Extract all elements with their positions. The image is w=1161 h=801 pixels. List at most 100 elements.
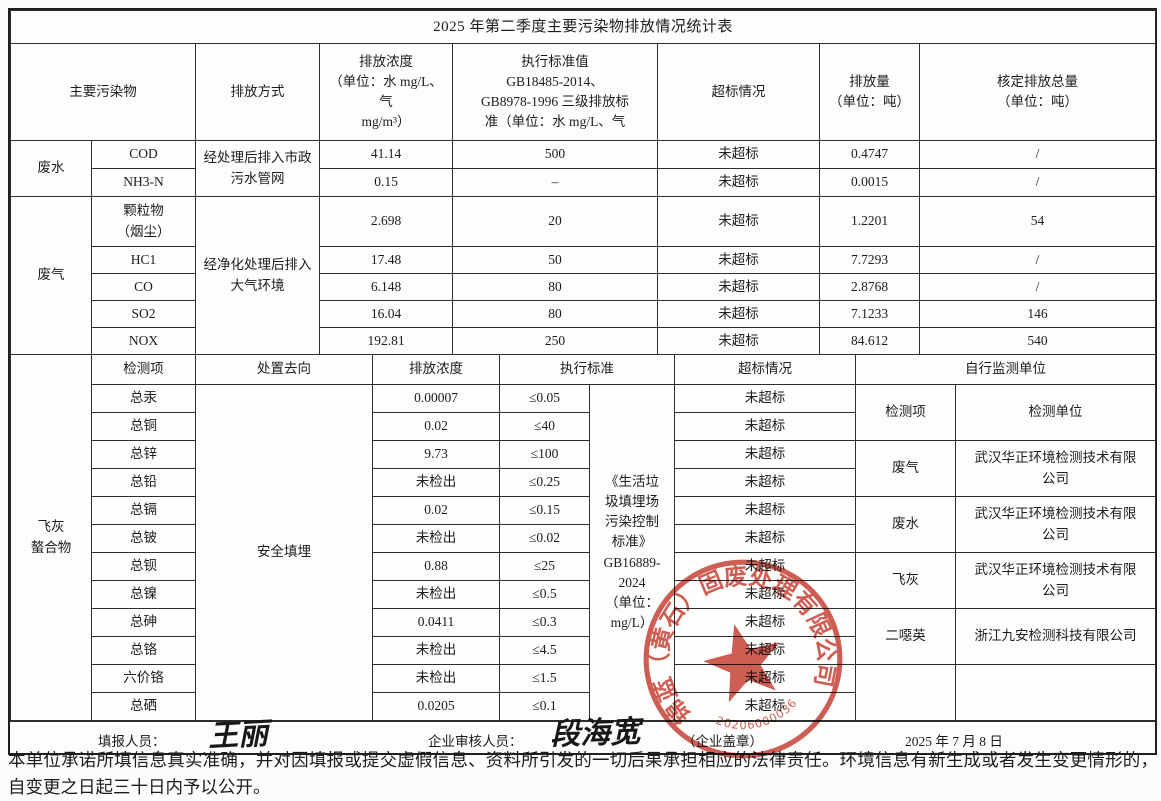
table-row: CO 6.148 80 未超标 2.8768 / (11, 273, 1157, 301)
status-cell: 未超标 (674, 636, 856, 665)
monitor-item-cell (855, 664, 956, 721)
filler-label: 填报人员： (98, 734, 166, 749)
amount-cell: 2.8768 (819, 273, 920, 301)
status-cell: 未超标 (674, 440, 856, 469)
title-row: 2025 年第二季度主要污染物排放情况统计表 (9, 10, 1157, 44)
pollutant-name-cell: SO2 (91, 300, 196, 328)
status-cell: 未超标 (674, 580, 856, 609)
approved-cell: / (918, 168, 1157, 197)
table-row: 总铍 未检出 ≤0.02 未超标 (11, 524, 1156, 553)
header-row: 主要污染物 排放方式 排放浓度 （单位：水 mg/L、气 mg/m³） 执行标准… (10, 43, 1157, 141)
table-row: 总砷 0.0411 ≤0.3 未超标 二噁英 浙江九安检测科技有限公司 (11, 608, 1156, 665)
table-row: HC1 17.48 50 未超标 7.7293 / (11, 246, 1157, 274)
status-cell: 未超标 (674, 664, 856, 693)
col-header-concentration: 排放浓度 （单位：水 mg/L、气 mg/m³） (319, 43, 453, 141)
amount-cell: 0.0015 (819, 168, 920, 197)
col-header-approved-total: 核定排放总量 （单位：吨） (918, 43, 1157, 141)
standard-cell: 80 (452, 300, 658, 328)
status-cell: 未超标 (674, 384, 856, 413)
approved-cell: 146 (918, 300, 1157, 328)
amount-cell: 7.1233 (819, 300, 920, 328)
approved-cell: / (918, 273, 1157, 301)
limit-cell: ≤0.3 (499, 608, 590, 637)
status-cell: 未超标 (657, 273, 820, 301)
discharge-method-cell: 经处理后排入市政 污水管网 (195, 140, 320, 197)
concentration-cell: 未检出 (372, 524, 500, 553)
page-title: 2025 年第二季度主要污染物排放情况统计表 (9, 10, 1157, 44)
pollutant-name-cell: NH3-N (91, 168, 196, 197)
item-name-cell: 总镉 (91, 496, 196, 525)
monitor-unit-cell: 武汉华正环境检测技术有限 公司 (955, 440, 1156, 497)
pollutant-name-cell: NOX (91, 327, 196, 355)
status-cell: 未超标 (674, 524, 856, 553)
limit-cell: ≤25 (499, 552, 590, 581)
status-cell: 未超标 (674, 552, 856, 581)
concentration-cell: 0.00007 (372, 384, 500, 413)
amount-cell: 84.612 (819, 327, 920, 355)
status-cell: 未超标 (674, 468, 856, 497)
status-cell: 未超标 (674, 692, 856, 721)
limit-cell: ≤100 (499, 440, 590, 469)
standard-cell: – (452, 168, 658, 197)
standard-cell: 80 (452, 273, 658, 301)
approved-cell: / (918, 140, 1157, 169)
col-header-standard: 执行标准值 GB18485-2014、 GB8978-1996 三级排放标 准（… (452, 43, 658, 141)
limit-cell: ≤1.5 (499, 664, 590, 693)
reviewer-label: 企业审核人员： (428, 734, 523, 749)
concentration-cell: 未检出 (372, 636, 500, 665)
status-cell: 未超标 (657, 327, 820, 355)
monitor-item-cell: 废气 (855, 440, 956, 497)
table-row: 总铜 0.02 ≤40 未超标 (11, 412, 1156, 441)
concentration-cell: 6.148 (319, 273, 453, 301)
monitor-item-cell: 二噁英 (855, 608, 956, 665)
item-name-cell: 总铍 (91, 524, 196, 553)
item-name-cell: 总砷 (91, 608, 196, 637)
table-row: 总铅 未检出 ≤0.25 未超标 (11, 468, 1156, 497)
limit-cell: ≤0.02 (499, 524, 590, 553)
limit-cell: ≤0.25 (499, 468, 590, 497)
standard-name-cell: 《生活垃 圾填埋场 污染控制 标准》 GB16889- 2024 （单位： mg… (589, 384, 675, 721)
item-name-cell: 总锌 (91, 440, 196, 469)
monitor-unit-cell: 浙江九安检测科技有限公司 (955, 608, 1156, 665)
amount-cell: 7.7293 (819, 246, 920, 274)
limit-cell: ≤0.15 (499, 496, 590, 525)
status-cell: 未超标 (674, 608, 856, 637)
item-name-cell: 总硒 (91, 692, 196, 721)
concentration-cell: 未检出 (372, 664, 500, 693)
amount-cell: 0.4747 (819, 140, 920, 169)
concentration-cell: 未检出 (372, 580, 500, 609)
limit-cell: ≤40 (499, 412, 590, 441)
table-row: 六价铬 未检出 ≤1.5 未超标 (11, 664, 1156, 721)
status-cell: 未超标 (657, 246, 820, 274)
concentration-cell: 192.81 (319, 327, 453, 355)
status-cell: 未超标 (657, 140, 820, 169)
concentration-cell: 0.88 (372, 552, 500, 581)
emissions-table-top: 2025 年第二季度主要污染物排放情况统计表 主要污染物 排放方式 排放浓度 （… (9, 10, 1157, 355)
col-header-amount: 排放量 （单位：吨） (819, 43, 920, 141)
monitor-header-unit: 检测单位 (955, 384, 1156, 441)
monitor-item-cell: 废水 (855, 496, 956, 553)
disposal-cell: 安全填埋 (195, 384, 373, 721)
item-name-cell: 总铅 (91, 468, 196, 497)
table-row: 总锌 9.73 ≤100 未超标 废气 武汉华正环境检测技术有限 公司 (11, 440, 1156, 497)
concentration-cell: 16.04 (319, 300, 453, 328)
concentration-cell: 2.698 (319, 196, 453, 247)
table-row: 废水 COD 经处理后排入市政 污水管网 41.14 500 未超标 0.474… (10, 140, 1157, 197)
pollutant-name-cell: COD (91, 140, 196, 169)
item-name-cell: 总铜 (91, 412, 196, 441)
col-header-main-pollutant: 主要污染物 (10, 43, 196, 141)
table-row: NOX 192.81 250 未超标 84.612 540 (11, 327, 1157, 355)
reviewer-signature: 段海宽 (549, 714, 641, 753)
table-row: 总钡 0.88 ≤25 未超标 飞灰 武汉华正环境检测技术有限 公司 (11, 552, 1156, 609)
table-row: NH3-N 0.15 – 未超标 0.0015 / (11, 168, 1157, 197)
col-header-discharge-method: 排放方式 (195, 43, 320, 141)
col-header-status: 超标情况 (657, 43, 820, 141)
monitor-unit-cell: 武汉华正环境检测技术有限 公司 (955, 552, 1156, 609)
standard-cell: 20 (452, 196, 658, 247)
limit-cell: ≤0.1 (499, 692, 590, 721)
approved-cell: 54 (918, 196, 1157, 247)
item-name-cell: 总镍 (91, 580, 196, 609)
monitor-unit-cell (955, 664, 1156, 721)
concentration-cell: 0.02 (372, 412, 500, 441)
group-wastewater: 废水 (10, 140, 92, 197)
